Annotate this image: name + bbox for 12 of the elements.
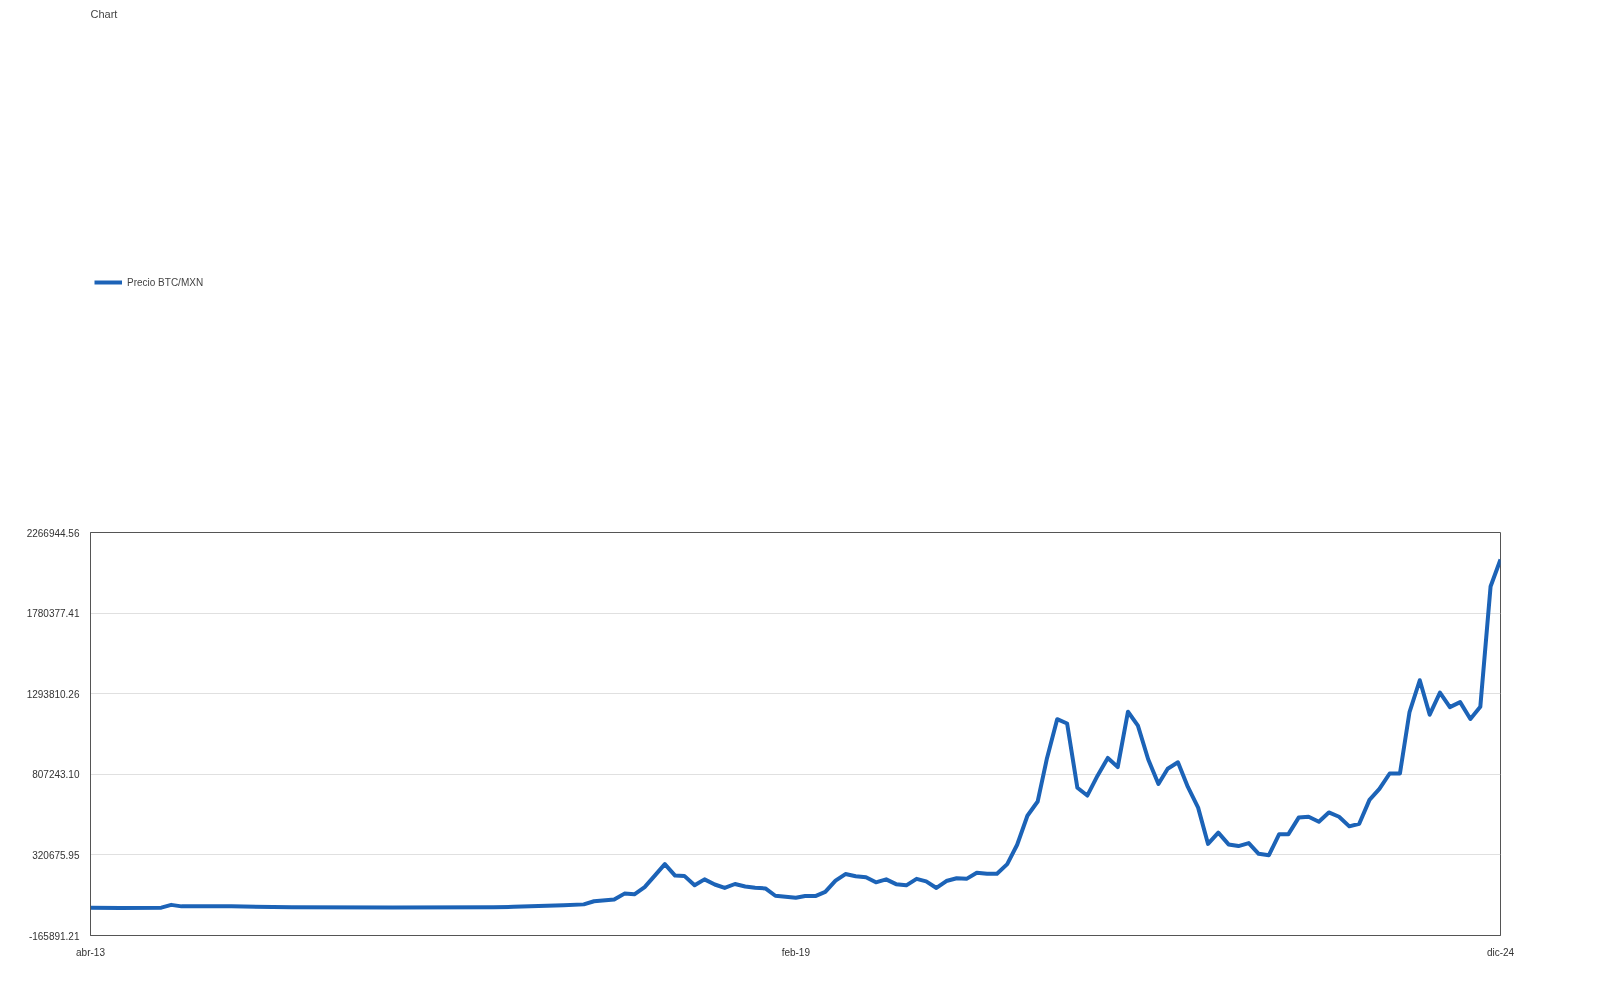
chart-title: Chart [90, 7, 118, 20]
x-tick-label: abr-13 [76, 946, 106, 958]
y-tick-label: 1780377.41 [26, 608, 80, 620]
line-series [90, 557, 1501, 911]
y-tick-label: 2266944.56 [26, 527, 80, 539]
y-tick-label: 320675.95 [32, 849, 80, 861]
x-tick-label: dic-24 [1486, 946, 1515, 958]
y-tick-label: 1293810.26 [26, 688, 80, 700]
y-tick-label: 807243.10 [32, 769, 80, 781]
y-tick-label: -165891.21 [28, 930, 80, 942]
x-tick-label: feb-19 [781, 946, 811, 958]
legend-label: Precio BTC/MXN [127, 276, 204, 288]
